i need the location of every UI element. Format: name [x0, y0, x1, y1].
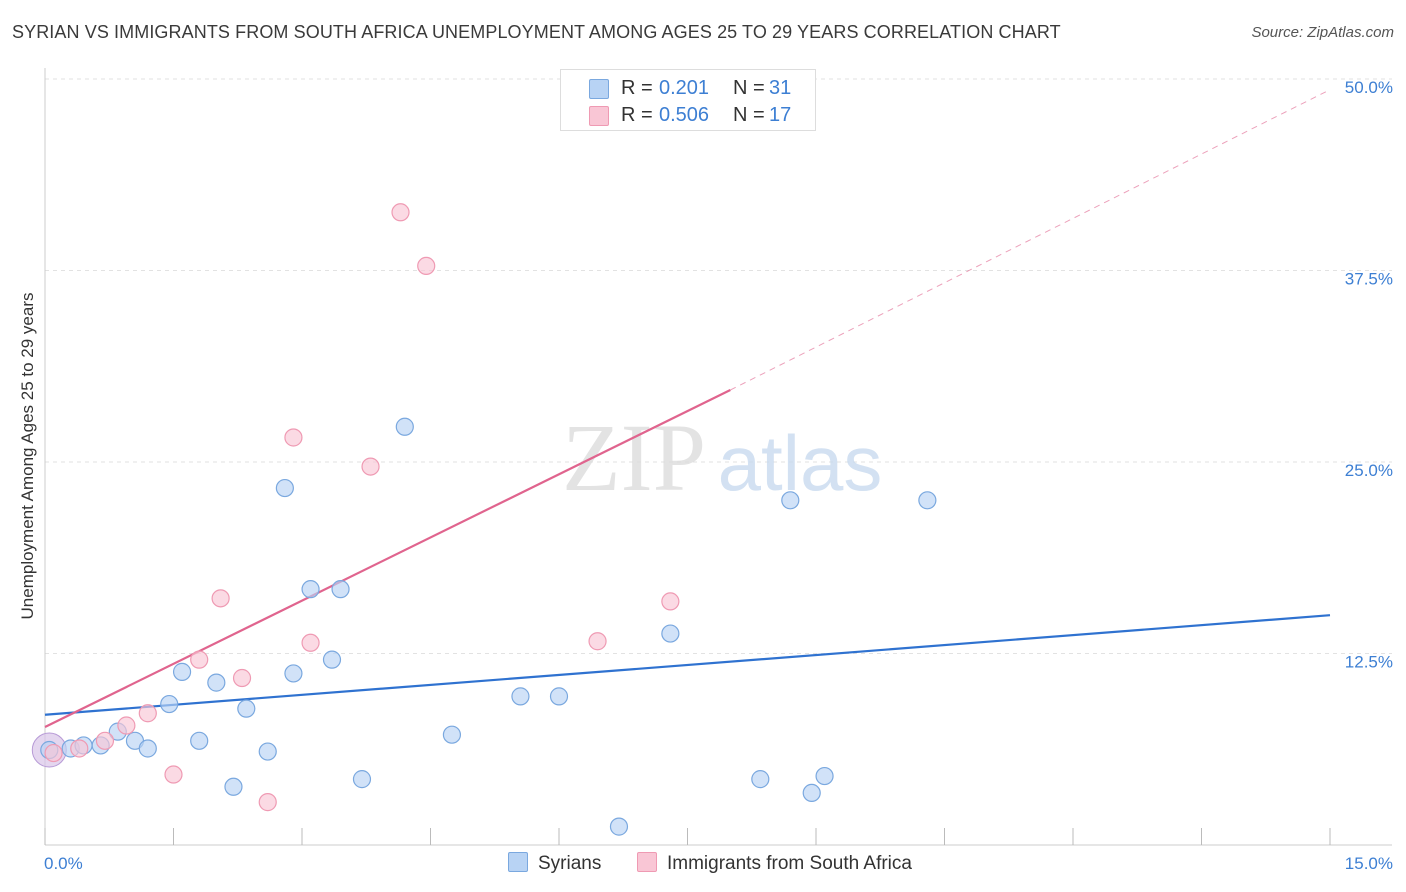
syrians-point: [275, 478, 294, 498]
south-africa-point: [284, 428, 303, 447]
south-africa-point: [117, 716, 136, 735]
bottom-legend-syrians: Syrians: [508, 852, 601, 876]
legend-row-south-africa: R = 0.506 N = 17: [561, 102, 815, 128]
x-tick-label-min: 0.0%: [44, 854, 83, 873]
south-africa-point: [588, 632, 607, 651]
south-africa-point: [361, 457, 380, 476]
syrians-point: [549, 687, 569, 706]
chart-title: SYRIAN VS IMMIGRANTS FROM SOUTH AFRICA U…: [12, 22, 1061, 42]
y-tick-label: 37.5%: [1345, 270, 1393, 289]
syrians-point: [751, 770, 770, 789]
correlation-legend: R = 0.201 N = 31 R = 0.506 N = 17: [560, 69, 816, 131]
south-africa-trend-extension: [730, 89, 1331, 391]
syrians-point: [258, 742, 277, 761]
watermark-atlas: atlas: [718, 419, 883, 507]
syrians-point: [172, 662, 192, 681]
source-credit: Source: ZipAtlas.com: [1251, 24, 1394, 41]
syrians-point: [207, 673, 226, 692]
syrians-point: [918, 491, 937, 510]
syrians-n-value: 31: [769, 77, 792, 99]
south-africa-point: [138, 704, 157, 723]
watermark: ZIP atlas: [562, 404, 882, 511]
bottom-legend-south-africa: Immigrants from South Africa: [637, 852, 912, 876]
syrians-point: [331, 580, 350, 599]
r-label: R =: [621, 77, 653, 99]
south-africa-point: [44, 743, 63, 763]
tick-labels: 12.5% 25.0% 37.5% 50.0% 0.0% 15.0%: [44, 78, 1393, 873]
syrians-point: [609, 817, 629, 836]
south-africa-point: [190, 650, 209, 669]
south-africa-point: [164, 765, 183, 784]
y-axis-label: Unemployment Among Ages 25 to 29 years: [18, 293, 37, 620]
south-africa-r-value: 0.506: [659, 104, 710, 126]
syrians-trend-line: [44, 614, 1331, 716]
syrians-point: [352, 770, 372, 789]
south-africa-point: [258, 793, 277, 812]
y-tick-label: 50.0%: [1345, 78, 1393, 97]
data-points: [31, 203, 937, 836]
y-tick-label: 12.5%: [1345, 653, 1393, 672]
syrians-point: [815, 766, 834, 786]
south-africa-point: [391, 203, 410, 222]
south-africa-legend-swatch: [637, 852, 657, 872]
south-africa-point: [301, 633, 320, 652]
south-africa-n-value: 17: [769, 104, 792, 126]
syrians-point: [395, 417, 414, 436]
y-tick-label: 25.0%: [1345, 461, 1393, 480]
n-label: N =: [733, 104, 765, 126]
n-label: N =: [733, 77, 765, 99]
syrians-legend-swatch: [508, 852, 528, 872]
south-africa-legend-label: Immigrants from South Africa: [667, 853, 912, 874]
syrians-r-value: 0.201: [659, 77, 710, 99]
south-africa-trend-line: [44, 389, 731, 729]
south-africa-swatch: [589, 106, 609, 126]
syrians-legend-label: Syrians: [538, 853, 602, 874]
south-africa-point: [417, 256, 436, 276]
south-africa-point: [70, 739, 89, 758]
syrians-point: [138, 739, 157, 758]
south-africa-point: [232, 668, 252, 688]
syrians-point: [301, 580, 320, 599]
south-africa-point: [661, 592, 680, 611]
south-africa-point: [95, 731, 115, 750]
gridlines: [45, 78, 1392, 654]
watermark-zip: ZIP: [562, 404, 706, 511]
south-africa-point: [211, 589, 230, 608]
x-tick-label-max: 15.0%: [1345, 854, 1393, 873]
syrians-point: [802, 783, 821, 803]
syrians-swatch: [589, 79, 609, 99]
syrians-point: [322, 650, 342, 669]
axes: [44, 68, 1392, 846]
trend-lines: [44, 89, 1331, 729]
syrians-point: [224, 777, 243, 796]
syrians-point: [511, 687, 530, 706]
syrians-point: [190, 731, 209, 750]
syrians-point: [237, 699, 256, 718]
r-label: R =: [621, 104, 653, 126]
syrians-point: [661, 624, 680, 643]
syrians-point: [160, 694, 179, 714]
syrians-point: [781, 491, 800, 510]
syrians-point: [284, 664, 303, 683]
legend-row-syrians: R = 0.201 N = 31: [561, 75, 815, 101]
syrians-point: [442, 725, 462, 744]
